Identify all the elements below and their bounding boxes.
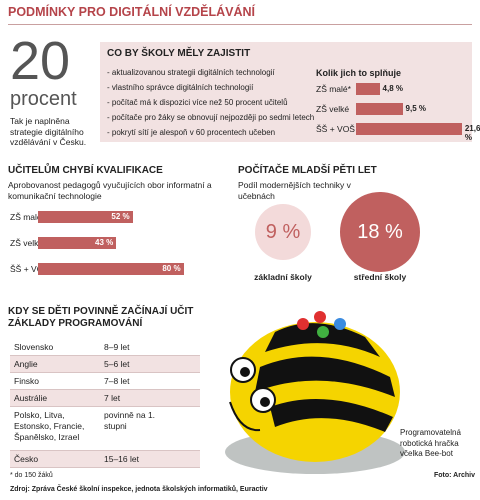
title-rule (8, 24, 472, 25)
bee-pupil (240, 367, 250, 377)
table-cell: Austrálie (14, 393, 48, 403)
value-label: 18 % (357, 221, 403, 243)
table-cell: Česko (14, 454, 39, 464)
table-cell: 15–16 let (104, 454, 139, 464)
table-cell: Anglie (14, 359, 38, 369)
bee-body (230, 322, 400, 462)
table-cell: 7 let (104, 393, 121, 403)
bee-pupil (260, 397, 270, 407)
value-label: 21,6 % (464, 124, 480, 142)
value-label: 43 % (95, 238, 114, 247)
chart-subtitle: Aprobovanost pedagogů vyučujících obor i… (8, 180, 212, 201)
table-cell: 7–8 let (104, 376, 130, 386)
stat-unit: procent (10, 88, 77, 110)
table-row: Finsko 7–8 let (10, 373, 200, 390)
table-row: Anglie 5–6 let (10, 356, 200, 373)
table-cell: Slovensko (14, 342, 54, 352)
value-label: 52 % (111, 212, 130, 221)
bee-stripe (265, 323, 380, 357)
condition-item: počítač má k dispozici více než 50 proce… (107, 98, 288, 107)
source: Zdroj: Zpráva České školní inspekce, jed… (10, 486, 268, 493)
conditions-title: CO BY ŠKOLY MĚLY ZAJISTIT (107, 48, 251, 59)
table-row: Slovensko 8–9 let (10, 339, 200, 356)
main-title: PODMÍNKY PRO DIGITÁLNÍ VZDĚLÁVÁNÍ (8, 5, 256, 19)
category-label: střední školy (353, 272, 407, 282)
category-label: ZŠ velké (316, 104, 350, 114)
bee-stripe (270, 399, 393, 432)
value-label: 9,5 % (405, 104, 427, 113)
category-label: ZŠ velké (10, 238, 44, 248)
circle (340, 192, 420, 272)
circle (254, 203, 312, 261)
bar (356, 123, 462, 135)
table-cell: povinně na 1. stupni (104, 410, 156, 431)
condition-item: aktualizovanou strategii digitálních tec… (107, 68, 275, 77)
bar (38, 263, 184, 275)
category-label: ŠŠ + VOŠ (10, 264, 49, 274)
bee-smile (229, 401, 261, 432)
bar (356, 103, 403, 115)
bee-button (334, 318, 346, 330)
category-label: základní školy (254, 272, 312, 282)
bee-button (297, 318, 309, 330)
table-cell: 5–6 let (104, 359, 130, 369)
photo-credit: Foto: Archiv (434, 472, 475, 479)
condition-item: pokrytí sítí je alespoň v 60 procentech … (107, 128, 275, 137)
bar (38, 237, 117, 249)
chart-title: UČITELŮM CHYBÍ KVALIFIKACE (8, 165, 163, 176)
bee-bot-photo (225, 311, 405, 474)
category-label: ŠŠ + VOŠ (316, 124, 355, 134)
category-label: ZŠ malé* (10, 212, 45, 222)
bee-stripe (255, 356, 395, 397)
condition-item: počítače pro žáky se obnovují nejpozději… (107, 113, 314, 122)
value-label: 4,8 % (382, 84, 403, 93)
table-row: Česko 15–16 let (10, 451, 200, 468)
table-cell: Finsko (14, 376, 40, 386)
bee-button (314, 311, 326, 323)
condition-item: vlastního správce digitálních technologi… (107, 83, 253, 92)
bar (38, 211, 133, 223)
value-label: 80 % (162, 264, 181, 273)
chart-subtitle: Podíl modernějších techniky v učebnách (238, 180, 351, 201)
bar (356, 83, 380, 95)
bee-button (317, 326, 329, 338)
table-title: KDY SE DĚTI POVINNĚ ZAČÍNAJÍ UČIT ZÁKLAD… (8, 306, 194, 329)
table-cell: Polsko, Litva, Estonsko, Francie, Španěl… (14, 410, 85, 442)
category-label: ZŠ malé* (316, 84, 351, 94)
table-cell: 8–9 let (104, 342, 130, 352)
table-row: Austrálie 7 let (10, 390, 200, 407)
chart-title: Kolik jich to splňuje (316, 68, 402, 78)
footnote: * do 150 žáků (10, 472, 53, 479)
chart-title: POČÍTAČE MLADŠÍ PĚTI LET (238, 165, 377, 176)
stat-text: Tak je naplněna strategie digitálního vz… (10, 116, 87, 147)
stat-number: 20 (10, 31, 71, 91)
value-label: 9 % (265, 221, 301, 243)
table-row: Polsko, Litva, Estonsko, Francie, Španěl… (10, 407, 200, 451)
photo-caption: Programovatelná robotická hračka včelka … (400, 428, 461, 458)
